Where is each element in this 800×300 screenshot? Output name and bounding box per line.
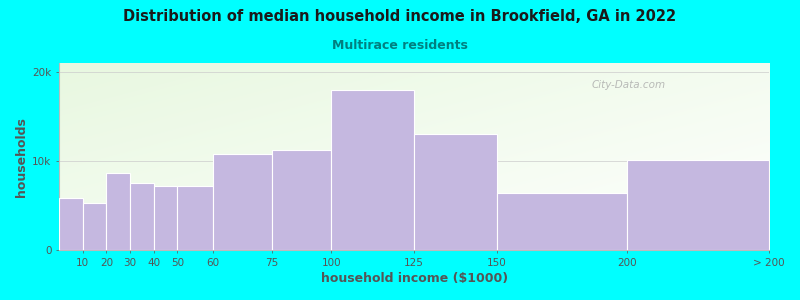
Y-axis label: households: households bbox=[15, 117, 28, 196]
Bar bbox=[130, 183, 154, 250]
Bar bbox=[272, 150, 331, 250]
Bar bbox=[331, 90, 414, 250]
X-axis label: household income ($1000): household income ($1000) bbox=[321, 272, 508, 285]
Bar bbox=[154, 186, 178, 250]
Bar bbox=[414, 134, 497, 250]
Text: Multirace residents: Multirace residents bbox=[332, 39, 468, 52]
Bar bbox=[178, 186, 213, 250]
Bar bbox=[627, 160, 769, 250]
Bar bbox=[106, 172, 130, 250]
Text: City-Data.com: City-Data.com bbox=[592, 80, 666, 91]
Text: Distribution of median household income in Brookfield, GA in 2022: Distribution of median household income … bbox=[123, 9, 677, 24]
Bar bbox=[497, 193, 627, 250]
Bar bbox=[82, 203, 106, 250]
Bar bbox=[213, 154, 272, 250]
Bar bbox=[59, 199, 82, 250]
